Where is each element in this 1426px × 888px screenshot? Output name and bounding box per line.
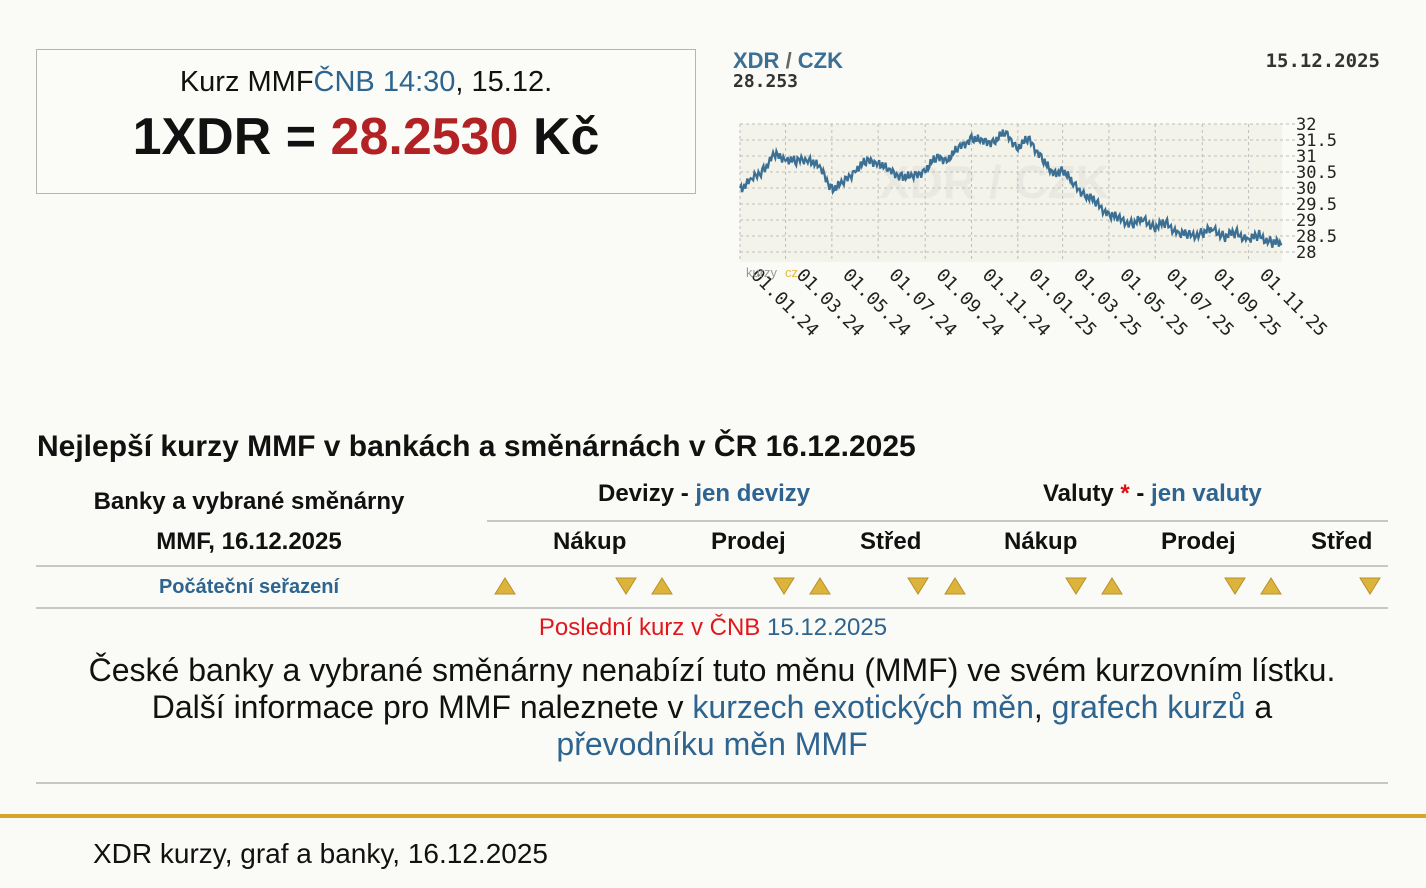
valuty-star: * <box>1113 480 1130 507</box>
rate-graphs-link[interactable]: grafech kurzů <box>1051 689 1246 725</box>
chart-svg: XDR / CZK 28.253 15.12.2025 XDR / CZK 32… <box>733 48 1380 341</box>
footer-gold-rule <box>0 814 1426 818</box>
message-line2-prefix: Další informace pro MMF naleznete v <box>151 689 693 725</box>
col-devizy-buy: Nákup <box>553 528 627 555</box>
cnb-source-link[interactable]: ČNB 14:30 <box>313 66 456 98</box>
sort-asc-icon[interactable] <box>1260 576 1282 596</box>
rate-lhs: 1XDR = <box>132 108 331 166</box>
exotic-currencies-link[interactable]: kurzech exotických měn <box>692 689 1034 725</box>
rate-chart[interactable]: XDR / CZK 28.253 15.12.2025 XDR / CZK 32… <box>724 40 1404 360</box>
sort-asc-icon[interactable] <box>809 576 831 596</box>
sort-desc-icon[interactable] <box>907 576 929 596</box>
rate-prefix: Kurz MMF <box>179 66 314 98</box>
chart-y-tick-label: 31.5 <box>1296 131 1337 151</box>
sort-asc-icon[interactable] <box>944 576 966 596</box>
chart-x-axis: 01.01.2401.03.2401.05.2401.07.2401.09.24… <box>746 265 1331 341</box>
sort-asc-icon[interactable] <box>1101 576 1123 596</box>
message-line3: převodníku měn MMF <box>36 726 1388 763</box>
table-left-header-line1: Banky a vybrané směnárny <box>93 488 405 515</box>
chart-y-tick-label: 30 <box>1296 179 1316 199</box>
chart-pair-label: XDR / CZK <box>733 48 843 73</box>
no-offer-message: České banky a vybrané směnárny nenabízí … <box>36 652 1388 763</box>
sort-asc-icon[interactable] <box>494 576 516 596</box>
sort-desc-icon[interactable] <box>615 576 637 596</box>
valuty-sep: - <box>1129 480 1152 507</box>
devizy-group-header: Devizy - jen devizy <box>598 480 810 508</box>
last-rate-label: Poslední kurz v ČNB <box>538 614 761 641</box>
valuty-label: Valuty <box>1043 480 1114 507</box>
col-devizy-mid: Střed <box>860 528 922 555</box>
rate-caption: Kurz MMFČNB 14:30, 15.12. <box>37 66 695 99</box>
chart-current-value: 28.253 <box>733 71 798 92</box>
chart-y-tick-label: 29 <box>1296 211 1316 231</box>
message-and: a <box>1245 689 1273 725</box>
jen-devizy-link[interactable]: jen devizy <box>695 480 811 507</box>
sort-asc-icon[interactable] <box>651 576 673 596</box>
message-line1: České banky a vybrané směnárny nenabízí … <box>88 652 1336 688</box>
devizy-sep: - <box>674 480 696 507</box>
rate-date: , 15.12. <box>455 66 553 98</box>
group-header-divider <box>487 520 1388 522</box>
chart-y-tick-label: 31 <box>1296 147 1316 167</box>
chart-pair-right: CZK <box>798 48 843 73</box>
col-valuty-sell: Prodej <box>1161 528 1236 555</box>
chart-series-line <box>738 129 1283 248</box>
sort-desc-icon[interactable] <box>1065 576 1087 596</box>
currency-converter-link[interactable]: převodníku měn MMF <box>556 726 868 762</box>
col-devizy-sell: Prodej <box>711 528 786 555</box>
chart-y-tick-label: 28 <box>1296 243 1316 263</box>
sort-desc-icon[interactable] <box>1224 576 1246 596</box>
jen-valuty-link[interactable]: jen valuty <box>1151 480 1262 507</box>
rate-unit: Kč <box>518 108 600 166</box>
col-valuty-buy: Nákup <box>1004 528 1078 555</box>
chart-y-tick-label: 28.5 <box>1296 227 1337 247</box>
last-rate-line: Poslední kurz v ČNB 15.12.2025 <box>0 614 1426 642</box>
rate-main: 1XDR = 28.2530 Kč <box>37 107 695 167</box>
valuty-group-header: Valuty * - jen valuty <box>1043 480 1262 508</box>
rate-value: 28.2530 <box>330 108 519 166</box>
chart-pair-sep: / <box>779 48 797 73</box>
col-valuty-mid: Střed <box>1311 528 1373 555</box>
chart-y-tick-label: 32 <box>1296 115 1316 135</box>
section-title: Nejlepší kurzy MMF v bankách a směnárnác… <box>37 430 916 463</box>
sort-desc-icon[interactable] <box>773 576 795 596</box>
kurzy-logo: kurzy <box>746 265 778 280</box>
sort-row-divider <box>36 607 1388 609</box>
chart-y-tick-label: 30.5 <box>1296 163 1337 183</box>
sort-desc-icon[interactable] <box>1359 576 1381 596</box>
table-left-header: Banky a vybrané směnárny MMF, 16.12.2025 <box>36 482 462 562</box>
kurzy-logo-suffix: cz <box>785 265 798 280</box>
message-comma: , <box>1033 689 1052 725</box>
chart-plot-area <box>740 124 1282 262</box>
chart-pair-left: XDR <box>733 48 780 73</box>
sort-reset-link[interactable]: Počáteční seřazení <box>158 576 340 598</box>
last-rate-date-link[interactable]: 15.12.2025 <box>766 614 888 641</box>
table-left-header-line2: MMF, 16.12.2025 <box>156 528 342 555</box>
chart-date: 15.12.2025 <box>1266 50 1380 72</box>
footer-text: XDR kurzy, graf a banky, 16.12.2025 <box>93 838 548 869</box>
devizy-label: Devizy <box>598 480 675 507</box>
chart-y-tick-label: 29.5 <box>1296 195 1337 215</box>
message-line2: Další informace pro MMF naleznete v kurz… <box>36 689 1388 726</box>
content-divider <box>36 782 1388 784</box>
header-divider <box>36 565 1388 567</box>
rate-box: Kurz MMFČNB 14:30, 15.12. 1XDR = 28.2530… <box>36 49 696 194</box>
